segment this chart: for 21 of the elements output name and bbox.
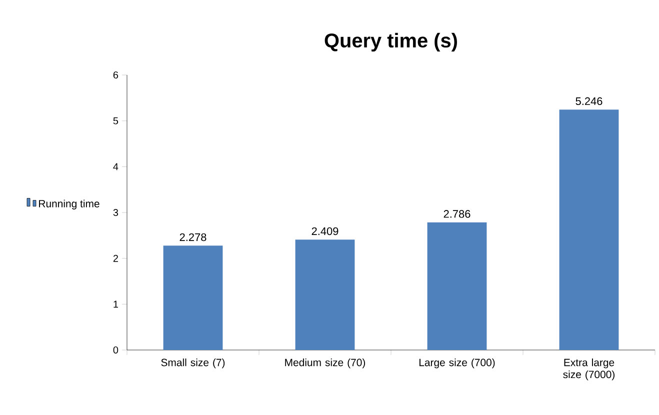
x-tick-label: Extra large size (7000) [563,358,614,380]
y-tick-label: 4 [113,163,118,170]
y-tick-label: 3 [113,208,118,216]
y-tick-label: 5 [113,117,118,124]
chart-title: Query time (s) [324,32,457,52]
y-tick-label: 6 [113,71,118,79]
legend-label: Running time [39,200,100,210]
data-label: 2.278 [180,233,206,242]
y-tick-label: 2 [113,254,118,262]
data-label: 5.246 [576,97,602,106]
bar [427,222,487,350]
x-tick-label: Small size (7) [161,358,225,368]
y-tick-label: 1 [114,300,118,308]
data-label: 2.786 [444,210,470,218]
bar [295,240,355,350]
bar [559,110,619,350]
x-tick-label: Large size (700) [419,358,495,368]
data-label: 2.409 [312,227,338,236]
x-tick-label: Medium size (70) [285,358,366,368]
y-tick-label: 0 [113,346,118,354]
bar [163,246,223,350]
